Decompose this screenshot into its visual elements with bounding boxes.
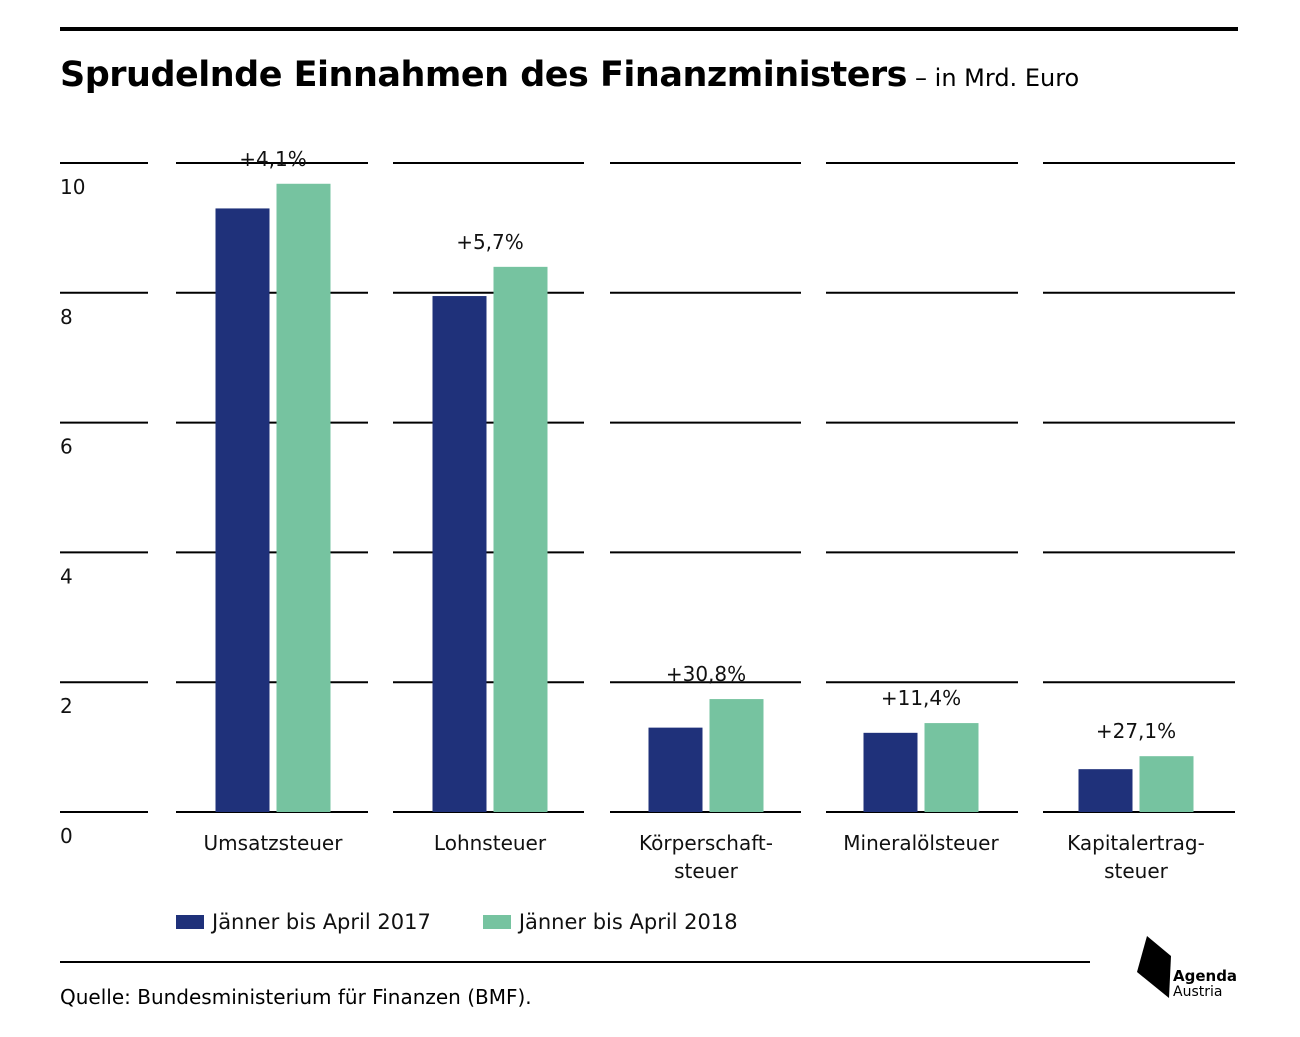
growth-annotation: +30,8% bbox=[666, 662, 746, 686]
bar bbox=[924, 723, 979, 812]
bottom-rule bbox=[60, 961, 1090, 963]
legend: Jänner bis April 2017 Jänner bis April 2… bbox=[176, 910, 790, 934]
bar-chart: 0 2 4 6 8 10 +4,1% Umsatzsteuer +5,7% Lohnsteuer +… bbox=[60, 147, 1235, 883]
legend-item-2017: Jänner bis April 2017 bbox=[176, 910, 431, 934]
category-label: steuer bbox=[674, 859, 739, 883]
legend-label-2018: Jänner bis April 2018 bbox=[518, 910, 738, 934]
chart-subtitle: – in Mrd. Euro bbox=[915, 64, 1080, 92]
bar bbox=[709, 699, 764, 812]
logo-text-austria: Austria bbox=[1173, 984, 1223, 1000]
logo-mark-icon bbox=[1137, 936, 1171, 998]
category-label: Mineralölsteuer bbox=[843, 831, 999, 855]
growth-annotation: +11,4% bbox=[881, 686, 961, 710]
bar bbox=[493, 266, 548, 813]
legend-swatch-2017 bbox=[176, 915, 204, 929]
logo-text-agenda: Agenda bbox=[1173, 967, 1238, 985]
y-tick-label: 10 bbox=[60, 175, 85, 199]
bar bbox=[276, 183, 331, 812]
y-tick-label: 4 bbox=[60, 564, 73, 588]
category-label: steuer bbox=[1104, 859, 1169, 883]
category-label: Umsatzsteuer bbox=[204, 831, 344, 855]
source-note: Quelle: Bundesministerium für Finanzen (… bbox=[60, 985, 532, 1009]
legend-item-2018: Jänner bis April 2018 bbox=[482, 910, 738, 934]
legend-label-2017: Jänner bis April 2017 bbox=[212, 910, 431, 934]
y-tick-label: 2 bbox=[60, 694, 73, 718]
bar bbox=[1078, 769, 1133, 812]
bar bbox=[432, 296, 487, 812]
growth-annotation: +5,7% bbox=[456, 230, 524, 254]
bar bbox=[1139, 756, 1194, 812]
category-label: Körperschaft- bbox=[639, 831, 773, 855]
growth-annotation: +4,1% bbox=[239, 147, 307, 171]
title-row: Sprudelnde Einnahmen des Finanzministers… bbox=[60, 55, 1079, 95]
chart-title: Sprudelnde Einnahmen des Finanzministers bbox=[60, 55, 908, 95]
y-tick-label: 6 bbox=[60, 435, 73, 459]
bar bbox=[215, 208, 270, 812]
y-tick-label: 8 bbox=[60, 305, 73, 329]
top-rule bbox=[60, 27, 1238, 31]
bar bbox=[863, 732, 918, 812]
y-tick-label: 0 bbox=[60, 824, 73, 848]
growth-annotation: +27,1% bbox=[1096, 719, 1176, 743]
category-label: Lohnsteuer bbox=[434, 831, 547, 855]
agenda-austria-logo: Agenda Austria bbox=[1135, 934, 1245, 1004]
category-label: Kapitalertrag- bbox=[1067, 831, 1205, 855]
legend-swatch-2018 bbox=[482, 915, 511, 929]
bar bbox=[648, 727, 703, 812]
